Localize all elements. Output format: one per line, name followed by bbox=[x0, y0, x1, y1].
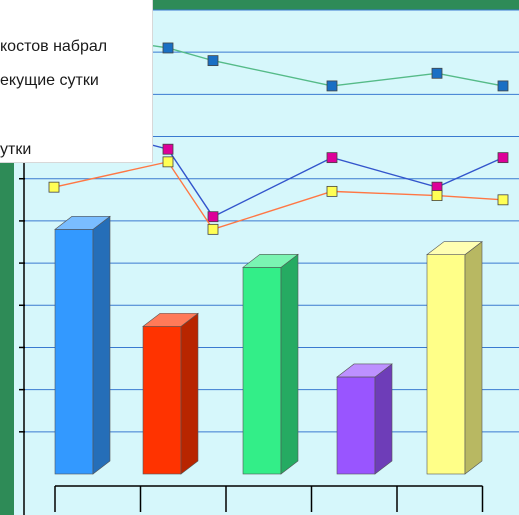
legend-entry-1: костов набрал bbox=[0, 38, 108, 55]
line-series-1-point-4 bbox=[326, 80, 338, 92]
legend-entry-3: утки bbox=[0, 141, 32, 158]
line-series-2-point-6 bbox=[497, 152, 509, 164]
line-series-3-point-4 bbox=[326, 185, 338, 197]
bar-4-side bbox=[374, 363, 393, 475]
bar-1-side bbox=[92, 215, 111, 475]
line-series-3-point-6 bbox=[497, 194, 509, 206]
bar-3 bbox=[242, 267, 282, 475]
line-series-3-point-1 bbox=[48, 181, 60, 193]
line-series-3-point-3 bbox=[207, 223, 219, 235]
bar-2 bbox=[142, 326, 182, 475]
bar-5-top bbox=[426, 241, 483, 255]
line-series-3 bbox=[53, 161, 504, 231]
top-frame-border bbox=[150, 0, 519, 10]
legend-entry-2: екущие сутки bbox=[0, 72, 99, 89]
line-series-1-point-6 bbox=[497, 80, 509, 92]
bar-3-side bbox=[280, 253, 299, 475]
line-series-2-point-2 bbox=[162, 143, 174, 155]
bar-1-top bbox=[54, 216, 111, 230]
line-series-1-point-5 bbox=[431, 67, 443, 79]
bar-1 bbox=[54, 229, 94, 475]
line-series-2-point-3 bbox=[207, 211, 219, 223]
line-series-2-point-4 bbox=[326, 152, 338, 164]
line-series-1-point-3 bbox=[207, 55, 219, 67]
bar-3-top bbox=[242, 254, 299, 268]
bar-4 bbox=[336, 376, 376, 475]
bar-4-top bbox=[336, 363, 393, 378]
line-series-3-point-2 bbox=[162, 156, 174, 168]
bar-5-side bbox=[464, 241, 483, 475]
line-series-3-point-5 bbox=[431, 190, 443, 202]
bar-2-side bbox=[180, 312, 199, 475]
legend-overlay: костов набрал екущие сутки утки bbox=[0, 0, 153, 163]
bar-5 bbox=[426, 254, 466, 475]
bar-2-top bbox=[142, 313, 199, 327]
line-series-1-point-2 bbox=[162, 42, 174, 54]
